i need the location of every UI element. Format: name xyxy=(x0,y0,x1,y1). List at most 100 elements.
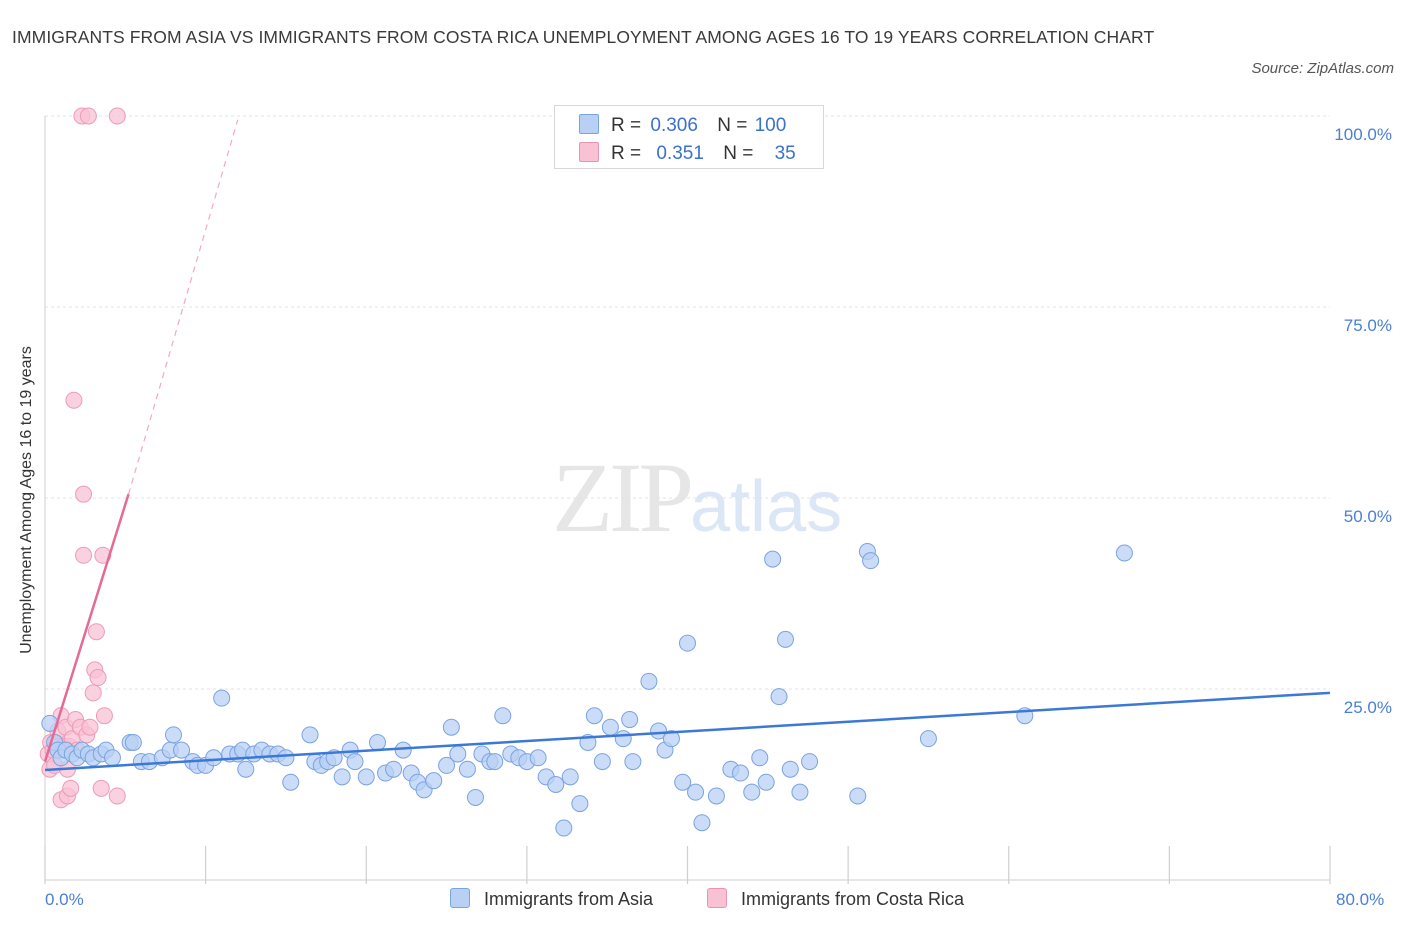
bottom-legend-asia: Immigrants from Asia xyxy=(450,888,653,914)
costa-rica-points xyxy=(39,107,126,809)
costa-rica-point xyxy=(81,718,99,736)
y-axis-label-wrap: Unemployment Among Ages 16 to 19 years xyxy=(12,115,42,885)
asia-point xyxy=(458,760,476,778)
bottom-asia-swatch xyxy=(450,888,470,908)
x-min-label: 0.0% xyxy=(45,890,84,909)
bottom-costa-rica-swatch xyxy=(707,888,727,908)
costa-rica-point xyxy=(84,684,102,702)
chart-title: IMMIGRANTS FROM ASIA VS IMMIGRANTS FROM … xyxy=(12,27,1155,47)
asia-trend-line xyxy=(44,691,1331,772)
asia-point xyxy=(555,819,573,837)
bottom-asia-label: Immigrants from Asia xyxy=(484,889,654,909)
asia-point xyxy=(791,783,809,801)
asia-point xyxy=(732,764,750,782)
costa-rica-point xyxy=(87,623,105,641)
asia-point xyxy=(1115,544,1133,562)
asia-point xyxy=(466,788,484,806)
asia-point xyxy=(486,753,504,771)
asia-point xyxy=(385,760,403,778)
asia-point xyxy=(301,726,319,744)
asia-point xyxy=(173,741,191,759)
costa-rica-point xyxy=(89,669,107,687)
asia-point xyxy=(394,741,412,759)
asia-point xyxy=(494,707,512,725)
asia-point xyxy=(547,776,565,793)
asia-point xyxy=(277,749,295,767)
costa-rica-point xyxy=(75,485,93,503)
asia-point xyxy=(640,672,658,690)
y-tick-labels: 25.0% 50.0% 75.0% 100.0% xyxy=(1334,125,1392,717)
asia-point xyxy=(621,711,639,729)
asia-point xyxy=(687,783,705,801)
asia-point xyxy=(919,730,937,748)
asia-point xyxy=(561,768,579,786)
legend-row-asia: R = 0.306 N = 100 xyxy=(579,114,786,138)
costa-rica-n-value: 35 xyxy=(774,143,796,164)
costa-rica-trend-extension xyxy=(127,119,239,495)
asia-r-label: R = xyxy=(611,115,642,136)
costa-rica-point xyxy=(94,546,112,564)
asia-point xyxy=(662,730,680,748)
costa-rica-point xyxy=(108,787,126,805)
asia-n-label: N = xyxy=(717,115,748,136)
asia-point xyxy=(674,773,692,791)
asia-point xyxy=(585,707,603,725)
asia-point xyxy=(849,787,867,805)
y-axis-label: Unemployment Among Ages 16 to 19 years xyxy=(18,346,35,654)
bottom-costa-rica-label: Immigrants from Costa Rica xyxy=(741,889,965,909)
costa-rica-point xyxy=(62,779,80,797)
asia-point xyxy=(862,552,880,570)
asia-point xyxy=(707,787,725,805)
asia-point xyxy=(781,760,799,778)
asia-point xyxy=(770,688,788,706)
costa-rica-point xyxy=(108,107,126,125)
asia-point xyxy=(442,718,460,736)
asia-point xyxy=(529,749,547,767)
asia-point xyxy=(743,783,761,801)
watermark-atlas: atlas xyxy=(690,467,843,547)
asia-points xyxy=(41,542,1133,837)
asia-point xyxy=(571,795,589,813)
asia-point xyxy=(593,753,611,771)
asia-point xyxy=(624,753,642,771)
asia-point xyxy=(693,814,711,832)
asia-point xyxy=(650,722,668,740)
source-label: Source: ZipAtlas.com xyxy=(1251,60,1394,77)
asia-point xyxy=(438,756,456,774)
x-max-label: 80.0% xyxy=(1336,890,1385,909)
costa-rica-point xyxy=(79,107,97,125)
asia-point xyxy=(801,753,819,771)
asia-point xyxy=(165,726,182,744)
costa-rica-n-label: N = xyxy=(723,143,754,164)
costa-rica-trend-line xyxy=(43,493,130,762)
trend-lines xyxy=(43,119,1331,772)
asia-point xyxy=(346,753,364,771)
asia-point xyxy=(213,689,231,707)
y-tick-label-50: 50.0% xyxy=(1344,507,1392,526)
y-tick-label-75: 75.0% xyxy=(1344,316,1392,335)
asia-point xyxy=(237,760,255,778)
costa-rica-point xyxy=(65,391,83,409)
asia-point xyxy=(205,749,223,767)
stats-legend: R = 0.306 N = 100 R = 0.351 N = 35 xyxy=(554,105,824,169)
costa-rica-point xyxy=(75,546,93,564)
asia-point xyxy=(614,730,632,748)
asia-point xyxy=(282,773,300,791)
asia-point xyxy=(425,772,443,790)
asia-point xyxy=(368,733,386,751)
asia-point xyxy=(124,733,142,751)
asia-point xyxy=(449,745,467,763)
asia-r-value: 0.306 xyxy=(650,115,698,136)
bottom-legend-costa-rica: Immigrants from Costa Rica xyxy=(707,888,964,914)
costa-rica-r-label: R = xyxy=(611,143,642,164)
y-tick-label-25: 25.0% xyxy=(1344,698,1392,717)
costa-rica-swatch xyxy=(579,142,599,162)
y-tick-label-100: 100.0% xyxy=(1334,125,1392,144)
gridlines xyxy=(45,115,1330,690)
asia-point xyxy=(103,749,121,767)
asia-point xyxy=(333,768,351,786)
asia-point xyxy=(601,718,619,736)
asia-n-value: 100 xyxy=(754,115,787,136)
asia-point xyxy=(357,768,375,786)
